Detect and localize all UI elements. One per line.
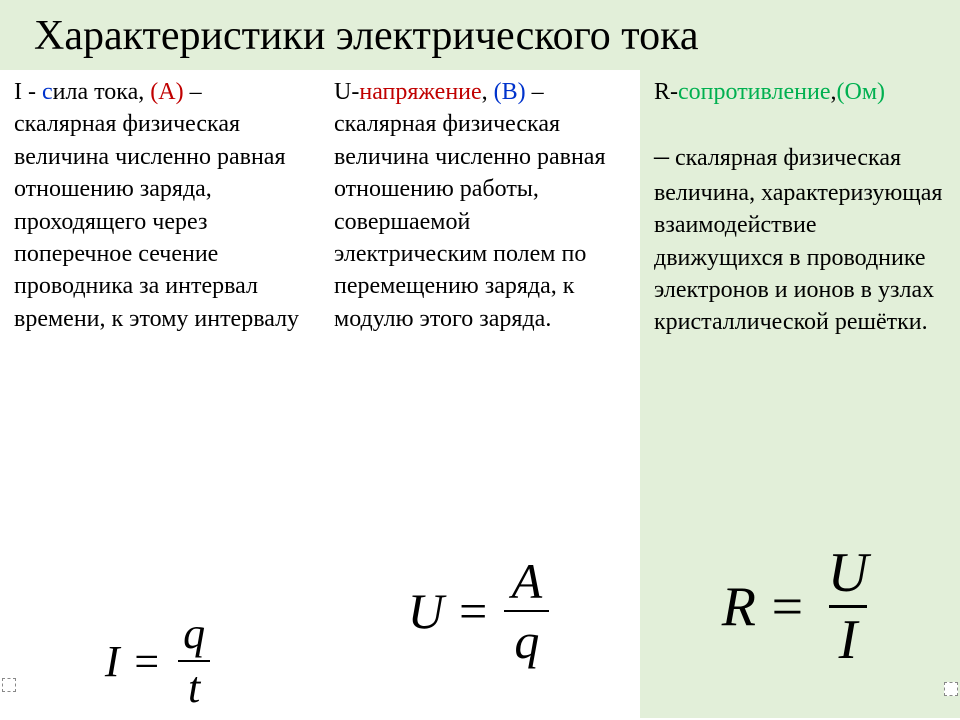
formula-voltage: U = A q (320, 556, 640, 666)
formula-U-den: q (504, 610, 549, 666)
def-text-2: скалярная физическая величина численно р… (334, 111, 605, 331)
definition-voltage: U-напряжение, (В) – скалярная физическая… (334, 76, 626, 335)
dash-1: – (184, 79, 202, 105)
resize-handle-icon (2, 678, 16, 692)
column-resistance: R-сопротивление,(Ом) – скалярная физичес… (640, 70, 960, 718)
formula-U-num: A (502, 556, 553, 610)
symbol-U: U (334, 79, 351, 105)
formula-resistance: R = U I (640, 545, 960, 668)
formula-I-den: t (178, 660, 210, 710)
def-text-1: скалярная физическая величина численно р… (14, 111, 299, 331)
fraction-U: A q (502, 556, 553, 666)
def-text-3: скалярная физическая величина, характери… (654, 145, 942, 335)
equals-icon: = (768, 575, 806, 639)
columns-container: I - сила тока, (А) – скалярная физическа… (0, 70, 960, 718)
formula-current: I = q t (0, 612, 320, 710)
name-resistance: сопротивление (678, 79, 831, 105)
sep3: - (670, 79, 678, 105)
formula-U-lhs: U (408, 582, 444, 640)
resize-handle-icon (944, 682, 958, 696)
equals-icon: = (131, 636, 161, 687)
unit-ohm: (Ом) (837, 79, 886, 105)
slide: Характеристики электрического тока I - с… (0, 0, 960, 720)
dash-2: – (526, 79, 544, 105)
dash-3: – (654, 139, 669, 172)
name-current-firstletter: с (42, 79, 53, 105)
column-voltage: U-напряжение, (В) – скалярная физическая… (320, 70, 640, 718)
symbol-I: I (14, 79, 22, 105)
column-current: I - сила тока, (А) – скалярная физическа… (0, 70, 320, 718)
sep: - (28, 79, 42, 105)
fraction-I: q t (173, 612, 215, 710)
formula-I-lhs: I (105, 636, 120, 687)
definition-resistance-body: – скалярная физическая величина, характе… (654, 136, 946, 338)
slide-title: Характеристики электрического тока (0, 0, 960, 70)
comma2: , (482, 79, 494, 105)
name-voltage: напряжение (359, 79, 481, 105)
unit-ampere: (А) (150, 79, 183, 105)
definition-resistance: R-сопротивление,(Ом) (654, 76, 946, 108)
fraction-R: U I (818, 545, 878, 668)
formula-R-lhs: R (722, 575, 756, 639)
name-current-rest: ила тока, (53, 79, 145, 105)
equals-icon: = (456, 582, 490, 640)
formula-I-num: q (173, 612, 215, 660)
symbol-R: R (654, 79, 670, 105)
gap-3 (654, 108, 946, 136)
definition-current: I - сила тока, (А) – скалярная физическа… (14, 76, 306, 335)
unit-volt: (В) (494, 79, 526, 105)
formula-R-den: I (829, 605, 868, 668)
formula-R-num: U (818, 545, 878, 605)
